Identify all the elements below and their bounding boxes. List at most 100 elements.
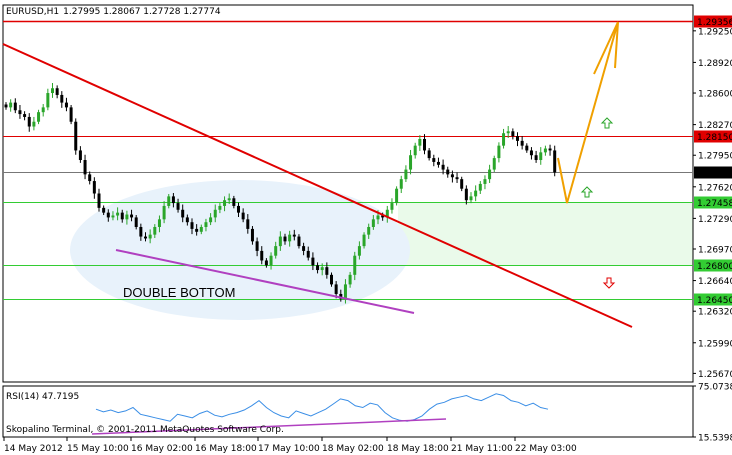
candle-body (464, 188, 468, 201)
candle (334, 281, 338, 299)
candle (157, 215, 161, 233)
candle-body (4, 104, 8, 108)
candle (413, 142, 417, 159)
candle (353, 251, 357, 281)
chart-background-layer (70, 180, 693, 320)
y-tick-label-6: 1.27290 (698, 215, 732, 225)
candle-body (325, 267, 329, 275)
candle (362, 232, 366, 249)
candle (525, 143, 529, 153)
rsi-trendline (91, 418, 447, 435)
candle-body (339, 293, 343, 299)
candle (516, 132, 519, 147)
level-label-box-2 (694, 166, 732, 179)
candle (441, 159, 445, 175)
candle (404, 165, 408, 183)
candle-body (274, 246, 278, 256)
candle-body (37, 112, 41, 122)
candle (260, 246, 264, 265)
candle-body (162, 205, 166, 220)
candle (237, 202, 240, 217)
candle (269, 252, 273, 270)
y-tick-label-10: 1.25990 (698, 339, 732, 349)
candle-body (381, 215, 385, 218)
x-tick-label-0: 14 May 2012 (4, 444, 63, 454)
candle-body (97, 193, 101, 208)
candle-body (69, 107, 73, 122)
candle (548, 144, 552, 156)
candle-body (260, 250, 264, 261)
downtrend-line (2, 43, 633, 328)
level-label-box-0 (694, 15, 732, 28)
candle-body (111, 215, 115, 218)
candle-body (176, 203, 180, 210)
candle-body (18, 110, 22, 115)
candle-body (548, 148, 552, 151)
candle (37, 109, 41, 125)
candle-body (306, 250, 310, 258)
candle-body (218, 205, 222, 210)
candle-body (213, 209, 217, 218)
candle-body (232, 198, 236, 206)
candle (125, 210, 129, 225)
candle-body (46, 93, 50, 108)
candle-body (181, 209, 185, 218)
candle-body (195, 228, 199, 232)
candle-body (55, 88, 59, 95)
candle (130, 209, 134, 222)
candle-body (441, 164, 445, 170)
candle-body (102, 207, 106, 213)
candle (13, 98, 17, 114)
candle-body (190, 222, 194, 229)
level-label-3: 1.27458 (697, 199, 732, 209)
candle (153, 224, 157, 238)
y-tick-label-0: 1.29250 (698, 27, 732, 37)
candle-body (436, 161, 440, 165)
y-tick-label-3: 1.28270 (698, 121, 732, 131)
level-label-4: 1.26800 (697, 262, 732, 272)
candle (83, 154, 87, 180)
candle (455, 172, 459, 183)
candle (64, 97, 68, 112)
candle-body (334, 284, 338, 294)
candle-body (27, 116, 31, 127)
candle (4, 102, 8, 110)
candle-body (543, 148, 547, 153)
candle-body (64, 102, 68, 108)
candle (432, 154, 436, 167)
rsi-label: RSI(14) 47.7195 (6, 392, 79, 402)
x-tick-label-8: 22 May 03:00 (515, 444, 577, 454)
candle (171, 193, 175, 208)
candle-body (32, 121, 36, 127)
candle (553, 145, 557, 177)
candle (460, 176, 464, 192)
candle (241, 208, 245, 223)
candle-body (78, 150, 82, 161)
candle (185, 214, 189, 226)
x-tick-label-1: 15 May 10:00 (67, 444, 129, 454)
candle (316, 262, 320, 274)
candle (167, 193, 171, 209)
candle (102, 205, 106, 216)
pattern-label: DOUBLE BOTTOM (123, 285, 235, 300)
candle-body (255, 241, 259, 251)
candle (395, 186, 399, 206)
candle-body (241, 212, 245, 220)
candle (325, 262, 329, 279)
candle (436, 157, 440, 168)
up-arrow-icon (600, 117, 614, 129)
pattern-support-line (115, 249, 415, 314)
candle (162, 201, 166, 224)
candle (204, 218, 208, 232)
candle (427, 148, 431, 161)
candle (450, 170, 454, 183)
y-tick-label-5: 1.27620 (698, 183, 732, 193)
candle (390, 198, 394, 214)
candle (144, 232, 147, 242)
candle (302, 242, 306, 256)
candle (116, 207, 120, 221)
candle-body (23, 114, 27, 117)
x-tick-label-2: 16 May 02:00 (131, 444, 193, 454)
candle (227, 193, 231, 205)
